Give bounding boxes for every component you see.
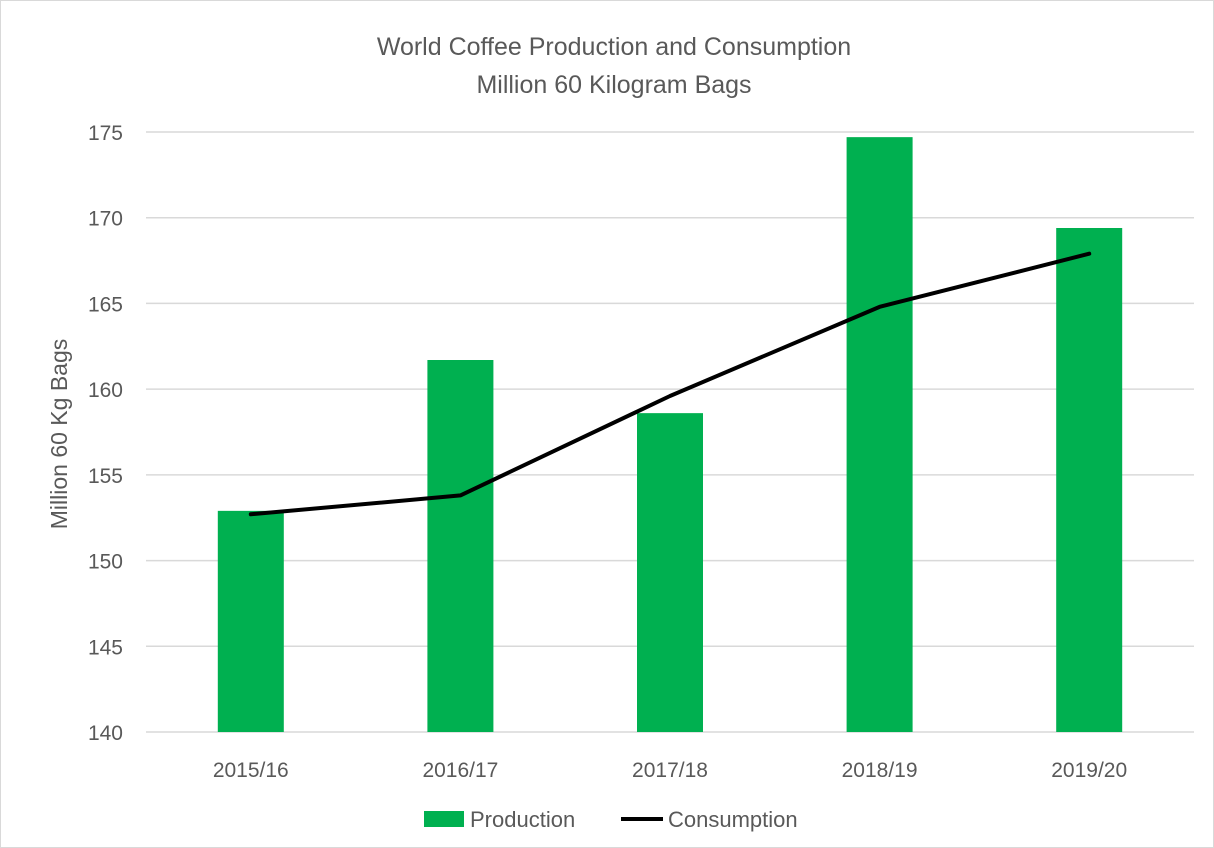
y-axis-title: Million 60 Kg Bags (46, 339, 72, 530)
production-bar-1 (427, 360, 494, 732)
y-tick-label: 165 (88, 293, 123, 316)
x-tick-label: 2019/20 (1051, 759, 1127, 782)
x-tick-labels: 2015/16 2016/17 2017/18 2018/19 2019/20 (213, 759, 1127, 782)
x-tick-label: 2016/17 (422, 759, 498, 782)
y-tick-label: 170 (88, 208, 123, 231)
legend-production-swatch (424, 811, 464, 827)
y-tick-label: 145 (88, 636, 123, 659)
production-bar-3 (846, 137, 913, 733)
y-tick-label: 175 (88, 122, 123, 145)
legend: Production Consumption (424, 807, 798, 832)
y-tick-labels: 140 145 150 155 160 165 170 175 (88, 122, 123, 745)
production-bar-4 (1056, 228, 1123, 732)
y-tick-label: 160 (88, 379, 123, 402)
y-tick-label: 140 (88, 722, 123, 745)
chart-subtitle: Million 60 Kilogram Bags (476, 71, 751, 99)
production-bar-0 (217, 510, 284, 732)
consumption-line-group (248, 251, 1092, 517)
y-tick-label: 155 (88, 465, 123, 488)
x-tick-label: 2017/18 (632, 759, 708, 782)
x-tick-label: 2018/19 (842, 759, 918, 782)
legend-production-label: Production (470, 807, 575, 832)
x-tick-label: 2015/16 (213, 759, 289, 782)
y-tick-label: 150 (88, 551, 123, 574)
legend-consumption-label: Consumption (668, 807, 798, 832)
production-bar-2 (637, 413, 703, 732)
chart-title: World Coffee Production and Consumption (377, 33, 851, 61)
production-bars (217, 137, 1123, 733)
